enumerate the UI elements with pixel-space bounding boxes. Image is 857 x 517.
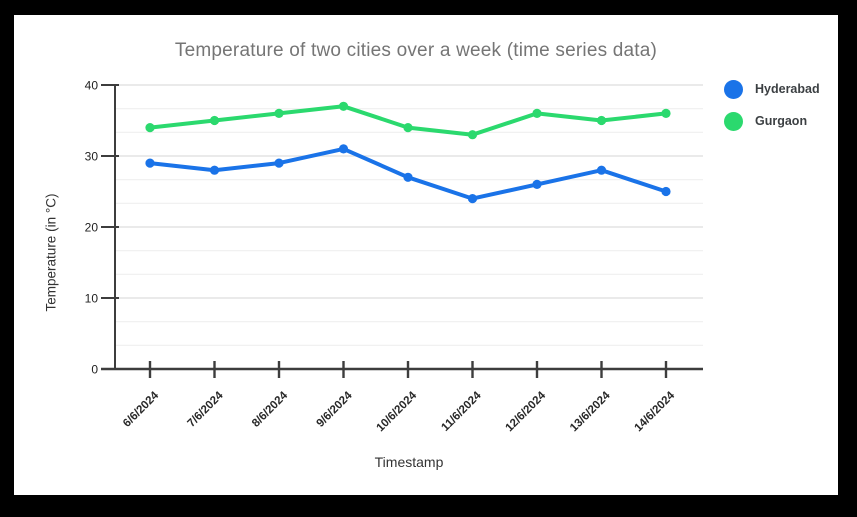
legend-swatch-icon [724,111,743,131]
data-point-marker [338,144,349,154]
gridlines [115,84,703,346]
x-axis-ticks: 6/6/2024 7/6/2024 8/6/2024 9/6/2024 10/6/202… [121,361,678,434]
x-tick-label: 13/6/2024 [568,389,613,434]
data-point-marker [145,158,155,168]
legend-label: Hyderabad [755,82,820,96]
legend-item-gurgaon: Gurgaon [724,111,820,131]
x-tick-label: 12/6/2024 [503,389,548,434]
x-tick-label: 14/6/2024 [632,389,677,434]
data-point-marker [532,108,542,118]
data-point-marker [209,115,220,126]
x-tick-label: 11/6/2024 [439,389,484,434]
chart-legend: Hyderabad Gurgaon [724,79,820,131]
x-tick-label: 8/6/2024 [250,389,291,430]
y-axis-title-text: Temperature (in °C) [43,193,59,311]
x-tick-label: 6/6/2024 [121,389,162,430]
data-point-marker [532,179,542,189]
y-tick-label: 0 [91,363,98,377]
data-point-marker [467,194,478,204]
data-point-marker [596,165,607,175]
data-point-marker [467,130,478,140]
data-point-marker [145,123,155,133]
line-chart-plot: 0 10 20 30 40 6/6/2024 7/6/2024 8/6/2024 9/6/202… [85,79,703,434]
x-tick-label: 10/6/2024 [374,389,419,434]
y-tick-label: 30 [85,150,99,164]
y-tick-label: 10 [85,292,99,306]
data-point-marker [661,108,671,118]
legend-label: Gurgaon [755,114,808,128]
legend-item-hyderabad: Hyderabad [724,79,820,99]
chart-card: Temperature of two cities over a week (t… [14,15,838,495]
data-point-marker [274,158,284,168]
chart-title: Temperature of two cities over a week (t… [174,40,658,61]
series-gurgaon [145,101,671,140]
data-point-marker [596,115,607,126]
data-point-marker [403,123,413,133]
x-tick-label: 7/6/2024 [185,389,226,430]
data-point-marker [403,172,413,182]
y-axis-ticks: 0 10 20 30 40 [85,79,119,377]
data-point-marker [661,186,671,197]
series-hyderabad [145,144,671,204]
y-tick-label: 20 [85,221,99,235]
y-tick-label: 40 [85,79,99,93]
x-tick-label: 9/6/2024 [314,389,355,430]
legend-swatch-icon [724,79,743,99]
data-point-marker [209,165,220,175]
data-point-marker [338,101,349,111]
x-axis-title: Timestamp [374,454,444,470]
data-point-marker [274,108,284,118]
